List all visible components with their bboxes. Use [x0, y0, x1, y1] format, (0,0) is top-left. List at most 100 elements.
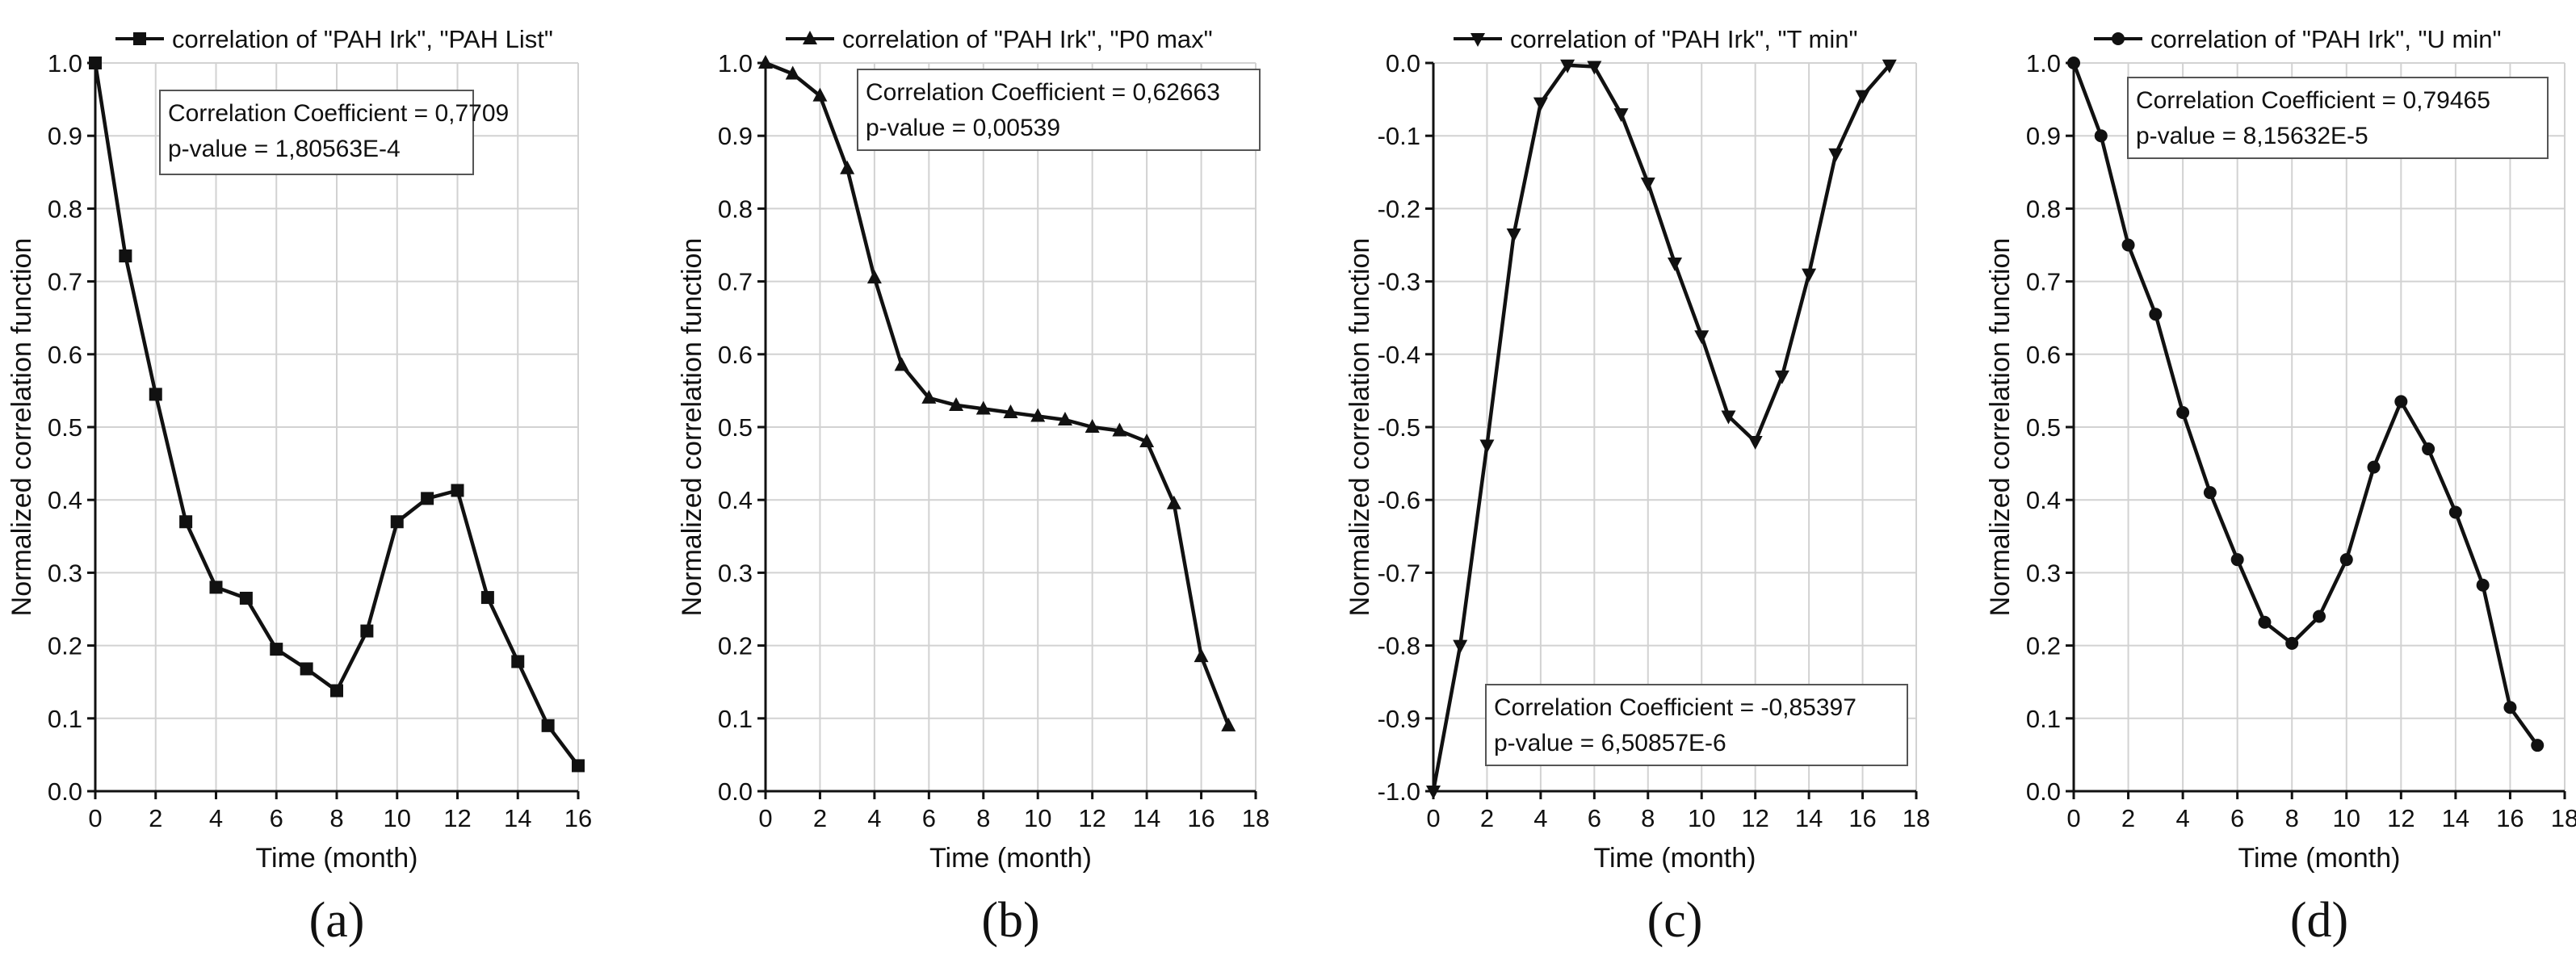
- data-point: [1479, 439, 1495, 454]
- legend-marker: [133, 32, 146, 45]
- x-tick-label: 6: [270, 804, 283, 832]
- data-point: [1003, 404, 1018, 418]
- x-tick-label: 6: [2230, 804, 2244, 832]
- data-point: [1882, 59, 1897, 73]
- data-point: [2339, 553, 2353, 567]
- x-tick-label: 10: [1688, 804, 1715, 832]
- data-point: [2067, 57, 2080, 69]
- legend-marker: [803, 31, 817, 44]
- data-point: [1453, 639, 1468, 654]
- y-tick-label: 0.0: [718, 777, 753, 806]
- chart-panel-c: -1.0 -0.9 -0.8 -0.7 -0.6 -0.5 -0.4 -0.3 -0.2 -0.1…: [1345, 25, 1930, 948]
- p-value-text: p-value = 0,00539: [866, 115, 1060, 141]
- y-tick-label: 0.2: [2026, 632, 2061, 660]
- y-axis-title: Normalized correlation function: [677, 238, 707, 617]
- data-point: [480, 591, 494, 605]
- y-tick-label: -0.3: [1378, 268, 1420, 296]
- x-tick-label: 10: [2333, 804, 2360, 832]
- stats-box: [1485, 684, 1908, 766]
- stats-box: [857, 69, 1261, 151]
- data-point: [2313, 610, 2326, 623]
- data-point: [2258, 615, 2272, 629]
- y-tick-label: 0.6: [718, 341, 753, 369]
- x-tick-label: 16: [564, 804, 592, 832]
- x-tick-label: 8: [976, 804, 990, 832]
- x-tick-label: 18: [1242, 804, 1269, 832]
- x-tick-label: 18: [2551, 804, 2576, 832]
- data-point: [1668, 258, 1682, 272]
- p-value-text: p-value = 6,50857E-6: [1494, 730, 1726, 756]
- data-point: [894, 357, 909, 371]
- data-point: [1426, 786, 1441, 799]
- correlation-coefficient-text: Correlation Coefficient = 0,62663: [866, 79, 1220, 106]
- x-axis-title: Time (month): [929, 843, 1092, 874]
- data-point: [239, 591, 253, 605]
- x-tick-label: 4: [2175, 804, 2189, 832]
- panel-caption: (d): [2290, 893, 2348, 948]
- y-tick-label: -0.7: [1378, 559, 1420, 587]
- y-tick-label: -0.9: [1378, 705, 1420, 733]
- data-point: [1802, 268, 1817, 283]
- data-point: [2367, 460, 2381, 474]
- y-tick-label: 0.4: [718, 486, 753, 514]
- x-tick-label: 16: [1187, 804, 1215, 832]
- data-point: [119, 249, 132, 263]
- correlation-coefficient-text: Correlation Coefficient = -0,85397: [1494, 694, 1856, 721]
- data-point: [2422, 442, 2435, 456]
- data-point: [1085, 419, 1100, 433]
- y-tick-label: -0.1: [1378, 122, 1420, 150]
- x-tick-label: 2: [813, 804, 827, 832]
- y-tick-label: 0.1: [718, 705, 753, 733]
- y-tick-label: 1.0: [2026, 49, 2061, 78]
- data-point: [2531, 739, 2545, 752]
- data-point: [1587, 61, 1602, 75]
- y-tick-label: 0.1: [48, 705, 82, 733]
- x-tick-label: 8: [2285, 804, 2299, 832]
- y-tick-label: 0.1: [2026, 705, 2061, 733]
- stats-box: [2127, 77, 2549, 159]
- y-tick-label: 0.0: [2026, 777, 2061, 806]
- data-point: [1694, 330, 1710, 345]
- data-point: [270, 643, 283, 656]
- x-tick-label: 8: [1641, 804, 1655, 832]
- y-tick-label: 0.7: [48, 268, 82, 296]
- data-point: [2503, 701, 2517, 714]
- data-point: [390, 515, 404, 529]
- series-line: [2071, 62, 2540, 747]
- legend-label: correlation of "PAH Irk", "PAH List": [172, 25, 553, 53]
- data-point: [1855, 90, 1870, 104]
- data-point: [866, 270, 882, 284]
- data-point: [1057, 411, 1072, 425]
- data-point: [1613, 108, 1629, 123]
- x-axis-title: Time (month): [256, 843, 418, 874]
- data-point: [2394, 395, 2408, 409]
- legend-marker: [2112, 32, 2125, 45]
- data-point: [2176, 405, 2190, 419]
- data-point: [2230, 553, 2244, 567]
- y-tick-label: -1.0: [1378, 777, 1420, 806]
- y-tick-label: 0.5: [718, 413, 753, 442]
- data-point: [921, 389, 937, 404]
- y-tick-label: 0.4: [2026, 486, 2061, 514]
- y-tick-label: 0.0: [48, 777, 82, 806]
- y-tick-label: 0.2: [48, 632, 82, 660]
- data-point: [179, 515, 193, 529]
- data-point: [511, 655, 525, 668]
- y-tick-label: -0.6: [1378, 486, 1420, 514]
- x-tick-label: 0: [1426, 804, 1440, 832]
- y-tick-label: 0.5: [2026, 413, 2061, 442]
- data-point: [1506, 228, 1521, 242]
- y-axis-title: Normalized correlation function: [6, 238, 37, 617]
- data-point: [1560, 59, 1575, 73]
- x-tick-label: 0: [2066, 804, 2080, 832]
- stats-box: [159, 90, 474, 175]
- x-tick-label: 2: [149, 804, 162, 832]
- data-point: [1721, 410, 1736, 425]
- y-tick-label: 0.3: [48, 559, 82, 587]
- x-tick-label: 14: [1133, 804, 1160, 832]
- x-tick-label: 4: [1533, 804, 1547, 832]
- x-tick-label: 10: [1024, 804, 1051, 832]
- x-tick-label: 8: [329, 804, 343, 832]
- data-point: [1533, 97, 1548, 111]
